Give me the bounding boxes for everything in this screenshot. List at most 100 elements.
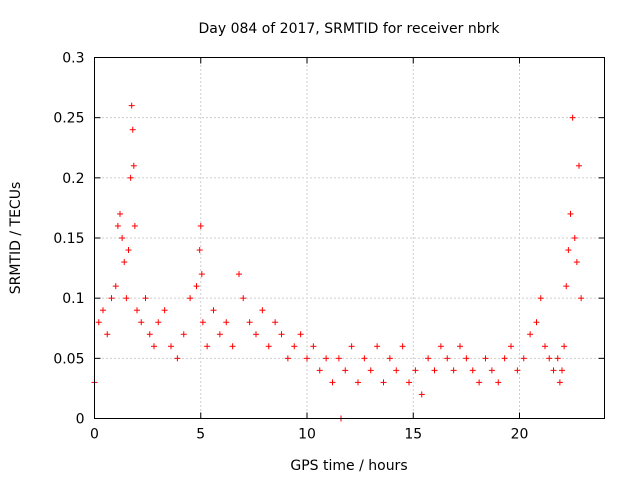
data-point	[563, 283, 570, 290]
data-point	[278, 331, 285, 338]
data-point	[550, 367, 557, 374]
data-point	[393, 367, 400, 374]
data-point	[546, 355, 553, 362]
data-point	[210, 307, 217, 314]
data-point	[142, 295, 149, 302]
data-point	[180, 331, 187, 338]
data-point	[329, 379, 336, 386]
data-points	[91, 102, 585, 422]
data-point	[450, 367, 457, 374]
data-point	[571, 235, 578, 241]
data-point	[131, 222, 138, 229]
data-point	[112, 283, 119, 290]
data-point	[229, 343, 236, 350]
data-point	[554, 355, 561, 362]
data-point	[348, 343, 355, 350]
data-point	[310, 343, 317, 350]
data-point	[197, 222, 204, 229]
data-point	[108, 295, 115, 302]
data-point	[117, 210, 123, 217]
data-point	[495, 379, 502, 386]
data-point	[361, 355, 368, 362]
y-axis-label: SRMTID / TECUs	[8, 182, 24, 295]
data-point	[246, 319, 253, 326]
x-tick-label: 5	[196, 427, 205, 443]
y-tick-label: 0.25	[53, 111, 84, 127]
x-axis-label: GPS time / hours	[290, 458, 407, 474]
y-tick-label: 0.3	[62, 51, 84, 67]
data-point	[125, 247, 132, 254]
data-point	[406, 379, 412, 386]
data-point	[412, 367, 419, 374]
data-point	[514, 367, 521, 374]
data-point	[155, 319, 162, 326]
data-point	[482, 355, 489, 362]
data-point	[174, 355, 181, 362]
data-point	[501, 355, 508, 362]
data-point	[569, 114, 576, 121]
data-point	[95, 319, 102, 326]
data-point	[437, 343, 444, 350]
data-point	[520, 355, 527, 362]
data-point	[297, 331, 304, 338]
data-point	[100, 307, 106, 314]
data-point	[134, 307, 140, 314]
data-point	[380, 379, 387, 386]
y-tick-label: 0.1	[62, 291, 84, 307]
data-point	[223, 319, 230, 326]
data-point	[193, 283, 200, 290]
data-point	[168, 343, 174, 350]
data-point	[198, 271, 205, 278]
data-point	[129, 126, 136, 133]
data-point	[367, 367, 374, 374]
data-point	[342, 367, 349, 374]
data-point	[559, 367, 565, 374]
y-tick-label: 0.15	[53, 231, 84, 247]
data-point	[399, 343, 406, 350]
data-point	[431, 367, 438, 374]
data-point	[127, 174, 134, 181]
data-point	[469, 367, 476, 374]
data-point	[284, 355, 291, 362]
data-point	[578, 295, 585, 302]
data-point	[463, 355, 470, 362]
data-point	[537, 295, 544, 302]
y-tick-label: 0	[76, 412, 85, 428]
axis-ticks: 0 5 10 15 20 0 0.05 0.1 0.15 0.2 0.25 0.3	[53, 51, 605, 443]
data-point	[304, 355, 310, 362]
data-point	[130, 162, 137, 169]
data-point	[187, 295, 194, 302]
data-point	[240, 295, 247, 302]
data-point	[374, 343, 381, 350]
y-tick-label: 0.05	[53, 351, 84, 367]
data-point	[561, 343, 568, 350]
data-point	[291, 343, 298, 350]
data-point	[316, 367, 323, 374]
data-point	[527, 331, 534, 338]
grid-lines	[94, 57, 605, 419]
x-tick-label: 0	[90, 427, 99, 443]
x-tick-label: 10	[298, 427, 316, 443]
data-point	[533, 319, 540, 326]
data-point	[121, 259, 128, 266]
data-point	[265, 343, 272, 350]
data-point	[323, 355, 330, 362]
data-point	[138, 319, 145, 326]
chart-title: Day 084 of 2017, SRMTID for receiver nbr…	[198, 21, 500, 37]
data-point	[253, 331, 259, 338]
data-point	[199, 319, 206, 326]
data-point	[488, 367, 495, 374]
data-point	[272, 319, 279, 326]
data-point	[556, 379, 563, 386]
data-point	[444, 355, 451, 362]
x-tick-label: 15	[404, 427, 422, 443]
data-point	[128, 102, 135, 109]
data-point	[216, 331, 223, 338]
data-point	[355, 379, 361, 386]
data-point	[425, 355, 432, 362]
data-point	[573, 259, 580, 266]
data-point	[119, 235, 126, 241]
data-point	[259, 307, 266, 314]
data-point	[146, 331, 153, 338]
